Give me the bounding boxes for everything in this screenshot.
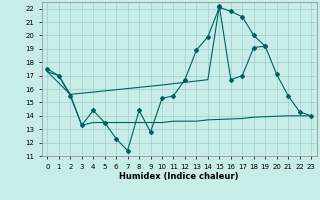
X-axis label: Humidex (Indice chaleur): Humidex (Indice chaleur) bbox=[119, 172, 239, 181]
